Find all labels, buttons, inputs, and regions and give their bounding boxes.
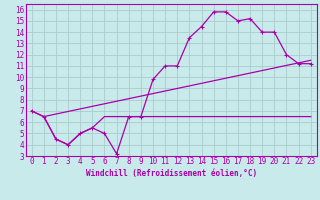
X-axis label: Windchill (Refroidissement éolien,°C): Windchill (Refroidissement éolien,°C) xyxy=(86,169,257,178)
